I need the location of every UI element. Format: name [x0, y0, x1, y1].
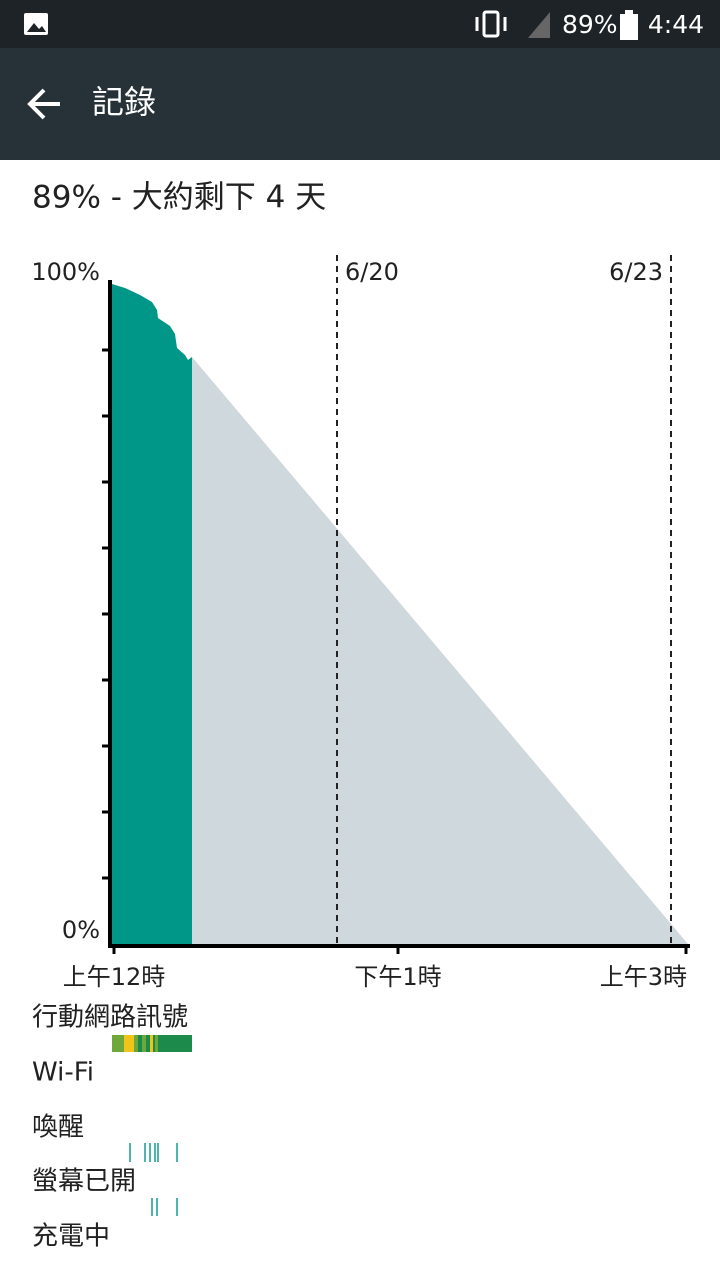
projection-area	[192, 357, 688, 944]
screen-on-marks	[151, 1198, 178, 1216]
image-icon-glyph	[27, 23, 46, 32]
vibrate-icon	[482, 10, 500, 38]
date-label: 6/20	[345, 258, 399, 286]
app-bar	[0, 48, 720, 160]
row-label: 充電中	[32, 1222, 110, 1252]
status-bar	[0, 0, 720, 48]
row-label: 喚醒	[32, 1113, 84, 1143]
x-label: 下午1時	[354, 963, 441, 991]
signal-icon	[528, 12, 550, 38]
battery-percent: 89%	[562, 10, 618, 39]
clock: 4:44	[648, 10, 704, 39]
app-bar-title: 記錄	[92, 83, 156, 121]
signal-bar	[112, 1035, 192, 1052]
x-label: 上午3時	[600, 963, 687, 991]
y-max-label: 100%	[31, 258, 100, 286]
battery-area	[112, 284, 192, 944]
battery-summary: 89% - 大約剩下 4 天	[32, 180, 326, 216]
axis-ticks	[102, 348, 688, 954]
battery-cap	[625, 10, 633, 14]
y-min-label: 0%	[62, 916, 100, 944]
row-label: 螢幕已開	[32, 1167, 136, 1197]
date-label: 6/23	[609, 258, 663, 286]
wake-marks	[129, 1143, 178, 1162]
back-button[interactable]	[27, 88, 60, 120]
x-label: 上午12時	[63, 963, 166, 991]
battery-icon	[620, 14, 638, 40]
row-label: Wi-Fi	[32, 1058, 94, 1088]
vibrate-waves	[475, 17, 507, 31]
row-label: 行動網路訊號	[32, 1003, 188, 1033]
